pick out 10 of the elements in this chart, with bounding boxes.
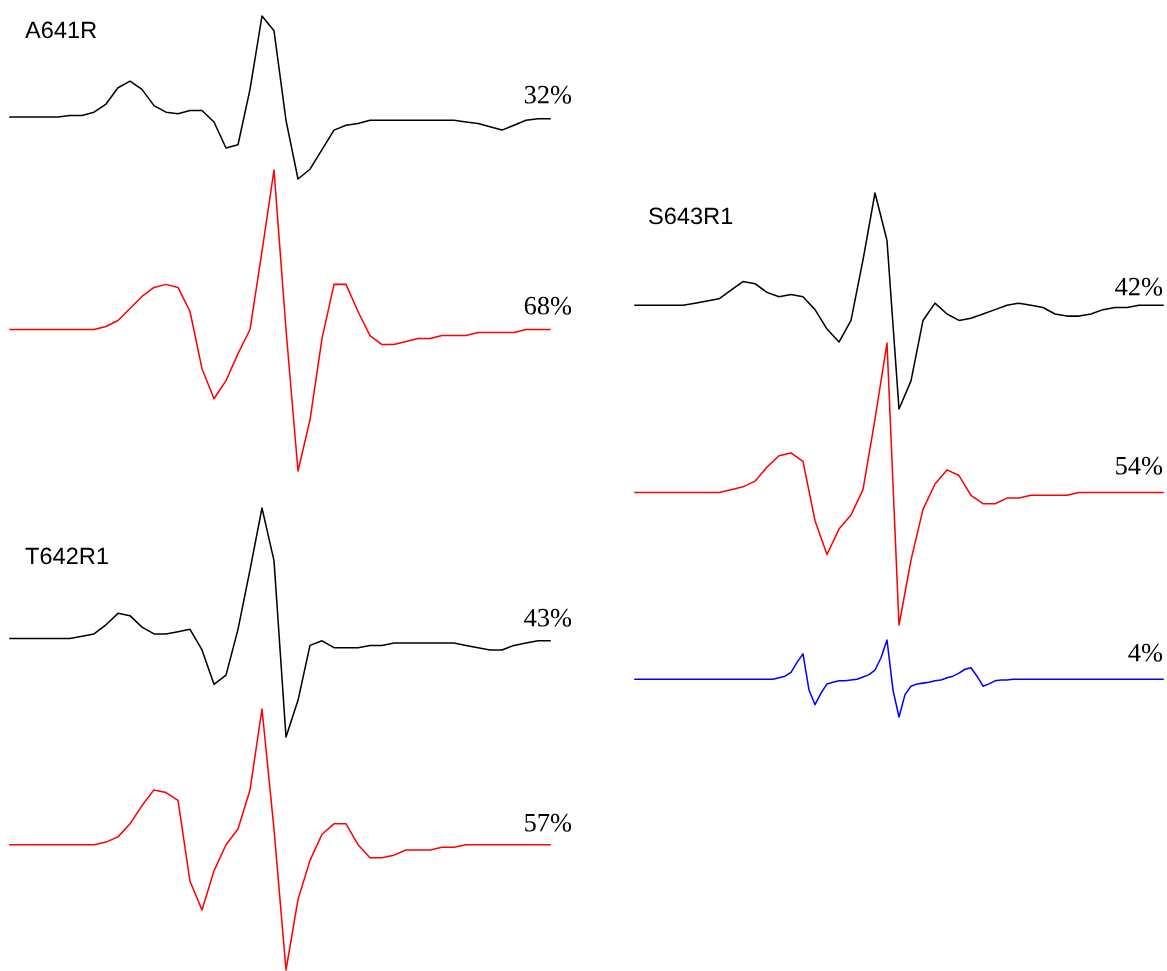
text: T642R1 <box>25 547 108 565</box>
annotation: 4% <box>1128 643 1163 662</box>
annotation: 42% <box>1115 277 1163 296</box>
annotation: 43% <box>524 608 572 627</box>
annotation: 54% <box>1116 456 1163 475</box>
annotation: 68% <box>524 296 572 315</box>
annotation: 57% <box>525 813 572 832</box>
chart-title: S643R1 <box>649 207 733 225</box>
annotation: 32% <box>524 85 572 104</box>
chart-title: A641R <box>25 21 97 39</box>
